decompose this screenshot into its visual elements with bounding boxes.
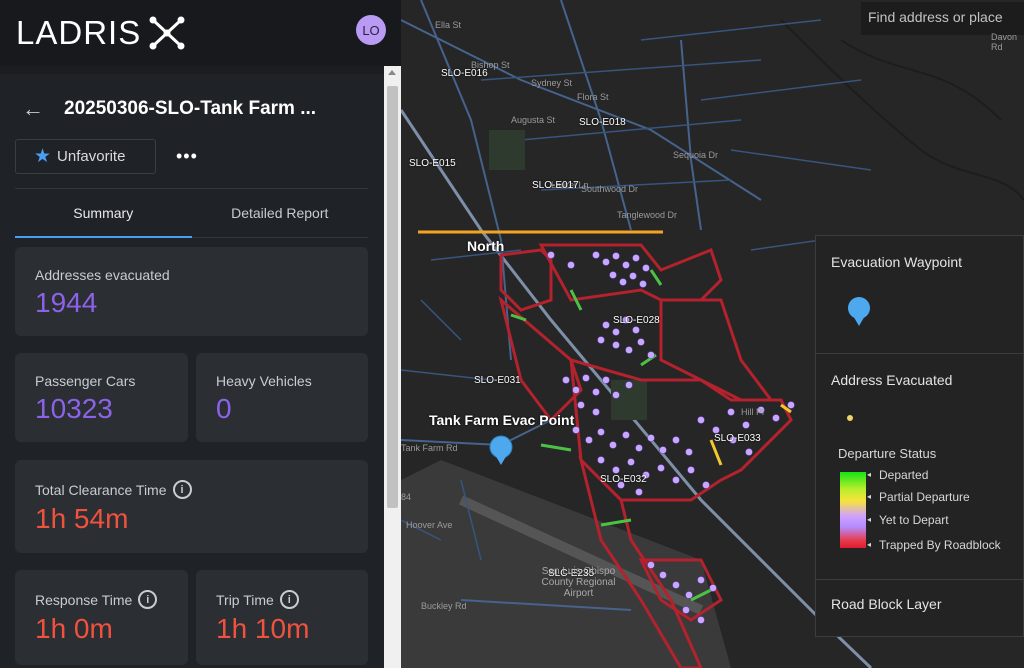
addresses-evacuated-card: Addresses evacuated 1944: [15, 247, 368, 336]
legend-status-trapped: Trapped By Roadblock: [879, 538, 1001, 552]
heavy-vehicles-label: Heavy Vehicles: [216, 373, 312, 389]
addresses-evacuated-label: Addresses evacuated: [35, 267, 170, 283]
scenario-title: 20250306-SLO-Tank Farm ...: [64, 98, 317, 119]
tick-arrow-icon: ◂: [867, 492, 872, 501]
street-label: Southwood Dr: [581, 184, 639, 194]
info-icon[interactable]: i: [138, 590, 158, 609]
summary-panel: ← 20250306-SLO-Tank Farm ... ★ Unfavorit…: [0, 74, 384, 668]
zone-label: SLO-E015: [409, 158, 456, 169]
street-label: Sequoia Dr: [673, 150, 719, 160]
map-view[interactable]: Find address or place Ella St Bishop St …: [401, 0, 1024, 668]
legend-status-partial: Partial Departure: [879, 490, 970, 504]
unfavorite-button[interactable]: ★ Unfavorite: [15, 139, 156, 174]
response-time-label: Response Time: [35, 591, 133, 608]
airport-label: San Luis Obispo County Regional Airport: [541, 566, 616, 599]
legend-departure-status-title: Departure Status: [838, 446, 937, 461]
zone-label: SLO-E031: [474, 375, 521, 386]
passenger-cars-value: 10323: [35, 393, 113, 424]
street-label: Hill Pl: [741, 407, 765, 417]
scroll-up-arrow-icon[interactable]: [388, 70, 396, 75]
tab-bar: Summary Detailed Report: [15, 188, 368, 238]
street-label: Hoover Ave: [406, 520, 453, 530]
zone-label: SLO-E017: [532, 180, 579, 191]
departure-status-gradient: [840, 472, 866, 548]
response-time-card: Response Time i 1h 0m: [15, 570, 188, 665]
legend-address-title: Address Evacuated: [831, 372, 953, 388]
passenger-cars-label: Passenger Cars: [35, 373, 136, 389]
tick-arrow-icon: ◂: [867, 540, 872, 549]
heavy-vehicles-card: Heavy Vehicles 0: [196, 353, 368, 442]
more-options-icon[interactable]: •••: [176, 146, 198, 166]
ladris-logo-icon: [149, 16, 185, 50]
zone-label: SLO-E028: [613, 315, 660, 326]
zone-label: SLO-E032: [600, 474, 647, 485]
star-icon: ★: [34, 146, 52, 167]
total-clearance-value: 1h 54m: [35, 503, 129, 534]
passenger-cars-card: Passenger Cars 10323: [15, 353, 188, 442]
tick-arrow-icon: ◂: [867, 470, 872, 479]
map-legend: Evacuation Waypoint Address Evacuated De…: [815, 235, 1024, 637]
info-icon[interactable]: i: [279, 590, 299, 609]
map-search-input[interactable]: Find address or place: [861, 2, 1024, 35]
trip-time-label-row: Trip Time i: [216, 590, 348, 609]
street-label: Davon Rd: [991, 32, 1018, 52]
user-avatar[interactable]: LO: [356, 15, 386, 45]
zone-label: SLO-E016: [441, 68, 488, 79]
response-time-value: 1h 0m: [35, 613, 113, 644]
legend-status-yet-to-depart: Yet to Depart: [879, 513, 949, 527]
response-time-label-row: Response Time i: [35, 590, 168, 609]
total-clearance-card: Total Clearance Time i 1h 54m: [15, 460, 368, 553]
trip-time-card: Trip Time i 1h 10m: [196, 570, 368, 665]
info-icon[interactable]: i: [172, 480, 192, 499]
legend-divider: [816, 579, 1024, 580]
north-waypoint-label: North: [467, 238, 505, 254]
street-label: Laurel Ln: [551, 180, 589, 190]
total-clearance-label-row: Total Clearance Time i: [35, 480, 348, 499]
trip-time-label: Trip Time: [216, 591, 274, 608]
top-bar: LADRIS LO: [0, 0, 401, 66]
tab-detailed-report[interactable]: Detailed Report: [231, 205, 329, 221]
street-label: Augusta St: [511, 115, 556, 125]
total-clearance-label: Total Clearance Time: [35, 481, 167, 498]
evac-point-label: Tank Farm Evac Point: [429, 412, 575, 428]
heavy-vehicles-value: 0: [216, 393, 232, 424]
street-label: Tank Farm Rd: [401, 443, 458, 453]
street-label: Tanglewood Dr: [617, 210, 678, 220]
addresses-evacuated-value: 1944: [35, 287, 98, 318]
tick-arrow-icon: ◂: [867, 515, 872, 524]
tab-summary[interactable]: Summary: [15, 189, 192, 238]
street-label: Flora St: [577, 92, 609, 102]
legend-waypoint-title: Evacuation Waypoint: [831, 254, 962, 270]
zone-label: SLO-E018: [579, 117, 626, 128]
legend-status-departed: Departed: [879, 468, 929, 482]
street-label: 84: [401, 492, 412, 502]
trip-time-value: 1h 10m: [216, 613, 310, 644]
street-label: Sydney St: [531, 78, 573, 88]
street-label: Bishop St: [471, 60, 510, 70]
legend-roadblock-title: Road Block Layer: [831, 596, 942, 612]
legend-divider: [816, 353, 1024, 354]
panel-scrollbar[interactable]: [384, 66, 401, 668]
street-label: Buckley Rd: [421, 601, 467, 611]
brand-logo-text: LADRIS: [16, 14, 142, 51]
back-arrow-icon[interactable]: ←: [22, 96, 44, 121]
unfavorite-label: Unfavorite: [57, 148, 126, 165]
zone-label: SLC-E235: [548, 568, 595, 579]
address-dot-icon: [847, 415, 853, 421]
title-row: ← 20250306-SLO-Tank Farm ...: [22, 96, 316, 122]
zone-label: SLO-E033: [714, 433, 761, 444]
scroll-thumb[interactable]: [387, 86, 398, 508]
street-label: Ella St: [435, 20, 462, 30]
waypoint-pin-icon: [848, 297, 870, 326]
